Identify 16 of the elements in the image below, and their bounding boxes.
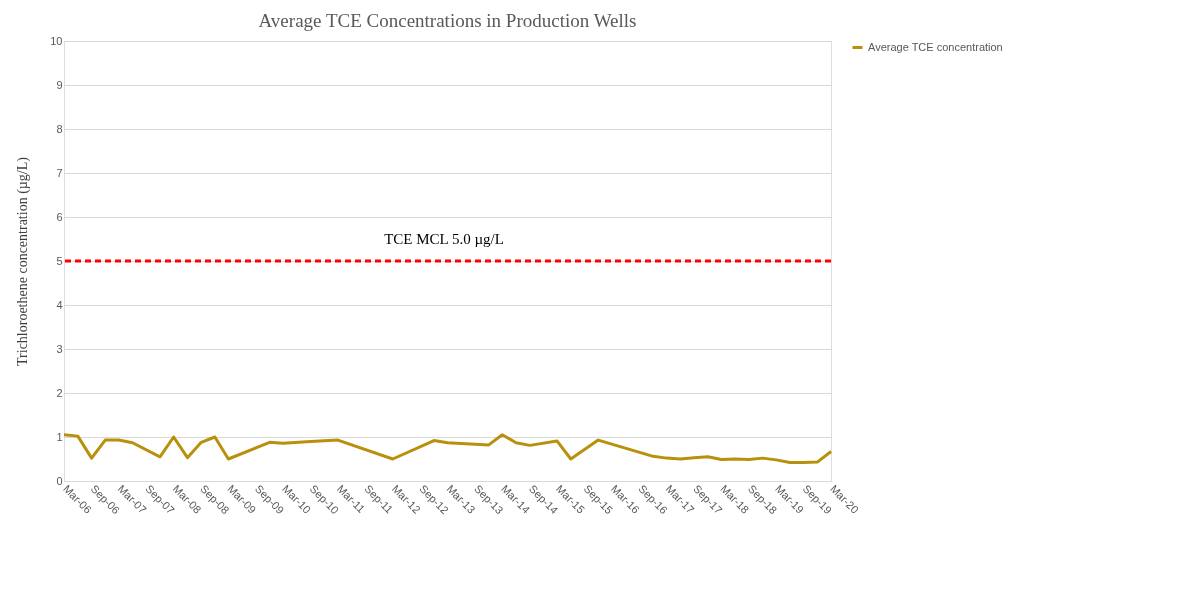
y-tick-label: 3: [56, 342, 63, 355]
ref-line-label: TCE MCL 5.0 µg/L: [384, 231, 504, 247]
y-tick-label: 0: [56, 474, 63, 487]
line-series: [62, 433, 833, 465]
y-tick-label: 10: [50, 34, 63, 47]
y-tick-label: 1: [56, 430, 63, 443]
y-tick-label: 2: [56, 386, 63, 399]
legend-label: Average TCE concentration: [868, 40, 1003, 53]
y-tick-label: 8: [56, 122, 63, 135]
chart-title: Average TCE Concentrations in Production Wells: [258, 10, 637, 31]
y-tick-label: 5: [56, 254, 63, 267]
y-tick-label: 6: [56, 210, 63, 223]
y-tick-label: 4: [56, 298, 63, 311]
y-tick-label: 9: [56, 78, 63, 91]
y-axis-title: Trichloroethene concentration (µg/L): [15, 156, 32, 366]
y-tick-label: 7: [56, 166, 63, 179]
